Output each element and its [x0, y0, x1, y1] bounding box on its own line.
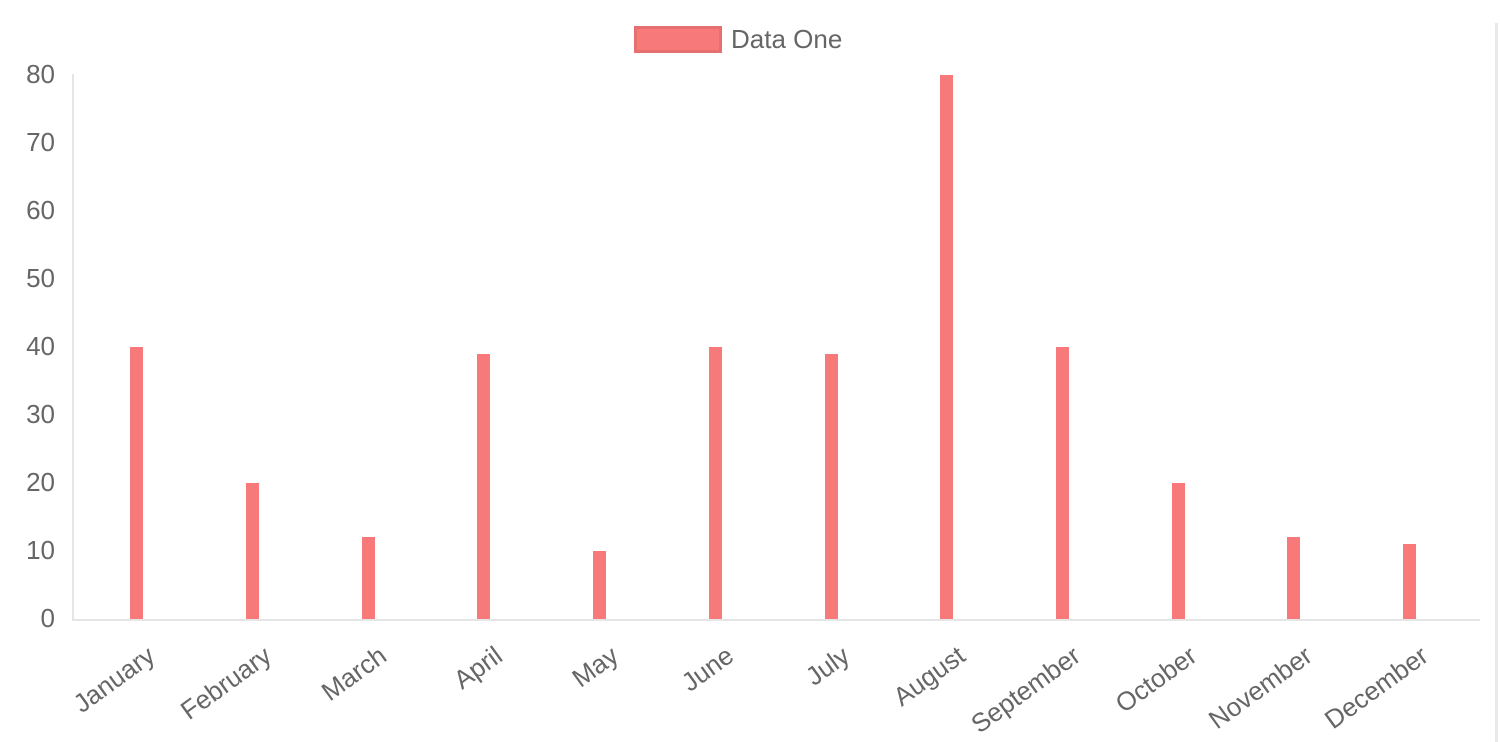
- x-tick-label-april: April: [447, 640, 508, 695]
- y-tick-label-30: 30: [26, 398, 55, 429]
- x-tick-label-september: September: [965, 640, 1087, 740]
- bar-july[interactable]: [824, 353, 838, 619]
- bar-october[interactable]: [1171, 483, 1185, 619]
- y-tick-label-10: 10: [26, 534, 55, 565]
- y-tick-label-20: 20: [26, 466, 55, 497]
- x-axis-line: [72, 619, 1480, 621]
- scrollbar-track[interactable]: [1495, 23, 1498, 742]
- y-tick-label-70: 70: [26, 126, 55, 157]
- y-tick-label-0: 0: [40, 602, 55, 633]
- x-tick-label-august: August: [887, 640, 971, 712]
- x-tick-label-january: January: [68, 640, 161, 719]
- y-tick-label-60: 60: [26, 194, 55, 225]
- bar-june[interactable]: [708, 347, 722, 619]
- x-tick-label-march: March: [315, 640, 392, 707]
- x-tick-label-june: June: [675, 640, 739, 698]
- x-tick-label-october: October: [1109, 640, 1202, 719]
- x-tick-label-february: February: [174, 640, 277, 726]
- bar-january[interactable]: [130, 347, 144, 619]
- bar-december[interactable]: [1403, 544, 1417, 619]
- legend-label: Data One: [731, 24, 843, 54]
- bar-september[interactable]: [1055, 347, 1069, 619]
- legend-color-swatch: [634, 26, 722, 53]
- legend-item-data-one[interactable]: Data One: [634, 26, 842, 53]
- x-tick-label-november: November: [1202, 640, 1318, 735]
- bar-august[interactable]: [940, 75, 954, 619]
- x-tick-label-december: December: [1318, 640, 1434, 735]
- bar-november[interactable]: [1287, 537, 1301, 619]
- y-tick-label-80: 80: [26, 58, 55, 89]
- y-tick-label-40: 40: [26, 330, 55, 361]
- bar-february[interactable]: [246, 483, 260, 619]
- y-tick-label-50: 50: [26, 262, 55, 293]
- bar-may[interactable]: [593, 551, 607, 619]
- x-tick-label-july: July: [799, 640, 855, 692]
- x-tick-label-may: May: [565, 640, 624, 694]
- bar-march[interactable]: [361, 537, 375, 619]
- y-axis-line: [72, 74, 74, 621]
- bar-april[interactable]: [477, 353, 491, 619]
